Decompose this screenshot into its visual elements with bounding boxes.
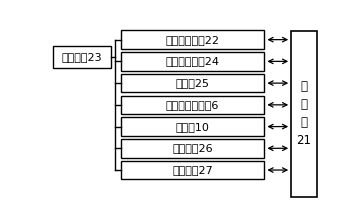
Bar bbox=[121, 161, 264, 179]
Text: 计时模块26: 计时模块26 bbox=[172, 143, 213, 153]
Text: 驱动控制电路22: 驱动控制电路22 bbox=[165, 35, 219, 45]
Text: 控制按键27: 控制按键27 bbox=[172, 165, 213, 175]
Bar bbox=[121, 117, 264, 136]
Text: 无线通信模块24: 无线通信模块24 bbox=[165, 56, 219, 66]
Bar bbox=[121, 95, 264, 114]
Bar bbox=[53, 46, 111, 68]
Bar bbox=[121, 52, 264, 71]
Text: 红外距离感应器6: 红外距离感应器6 bbox=[166, 100, 219, 110]
Bar bbox=[121, 139, 264, 158]
Text: 单
片
机
21: 单 片 机 21 bbox=[296, 80, 311, 147]
Text: 蓄电池25: 蓄电池25 bbox=[175, 78, 209, 88]
Bar bbox=[291, 31, 316, 197]
Text: 驱动装置23: 驱动装置23 bbox=[62, 52, 102, 62]
Text: 显示灯10: 显示灯10 bbox=[175, 122, 209, 131]
Bar bbox=[121, 30, 264, 49]
Bar bbox=[121, 74, 264, 93]
